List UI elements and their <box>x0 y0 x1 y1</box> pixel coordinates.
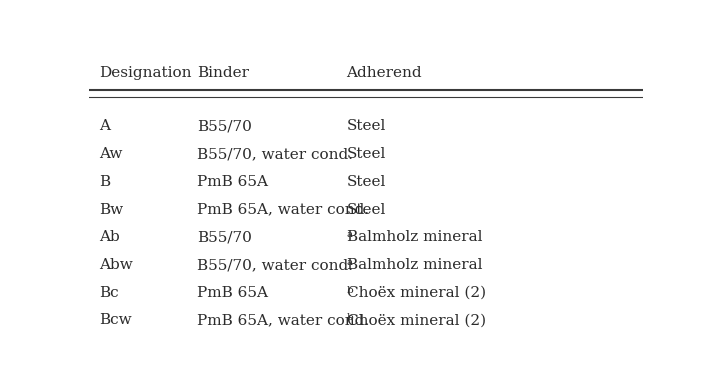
Text: Designation: Designation <box>99 66 192 80</box>
Text: PmB 65A, water cond.: PmB 65A, water cond. <box>197 202 369 217</box>
Text: Ab: Ab <box>99 230 120 244</box>
Text: Bc: Bc <box>99 286 119 300</box>
Text: Abw: Abw <box>99 258 133 272</box>
Text: b: b <box>346 313 353 322</box>
Text: Steel: Steel <box>346 120 386 134</box>
Text: Bw: Bw <box>99 202 124 217</box>
Text: B55/70: B55/70 <box>197 120 252 134</box>
Text: Choëx mineral (2): Choëx mineral (2) <box>346 286 491 300</box>
Text: Choëx mineral (2): Choëx mineral (2) <box>346 313 491 327</box>
Text: PmB 65A: PmB 65A <box>197 175 268 189</box>
Text: Aw: Aw <box>99 147 123 161</box>
Text: Steel: Steel <box>346 147 386 161</box>
Text: B55/70, water cond.: B55/70, water cond. <box>197 258 353 272</box>
Text: Steel: Steel <box>346 202 386 217</box>
Text: Bcw: Bcw <box>99 313 132 327</box>
Text: b: b <box>346 286 353 295</box>
Text: Adherend: Adherend <box>346 66 422 80</box>
Text: Steel: Steel <box>346 175 386 189</box>
Text: a: a <box>346 258 353 267</box>
Text: B55/70, water cond.: B55/70, water cond. <box>197 147 353 161</box>
Text: Binder: Binder <box>197 66 249 80</box>
Text: PmB 65A: PmB 65A <box>197 286 268 300</box>
Text: Balmholz mineral: Balmholz mineral <box>346 258 487 272</box>
Text: a: a <box>346 230 353 239</box>
Text: A: A <box>99 120 110 134</box>
Text: B: B <box>99 175 111 189</box>
Text: B55/70: B55/70 <box>197 230 252 244</box>
Text: PmB 65A, water cond.: PmB 65A, water cond. <box>197 313 369 327</box>
Text: Balmholz mineral: Balmholz mineral <box>346 230 487 244</box>
